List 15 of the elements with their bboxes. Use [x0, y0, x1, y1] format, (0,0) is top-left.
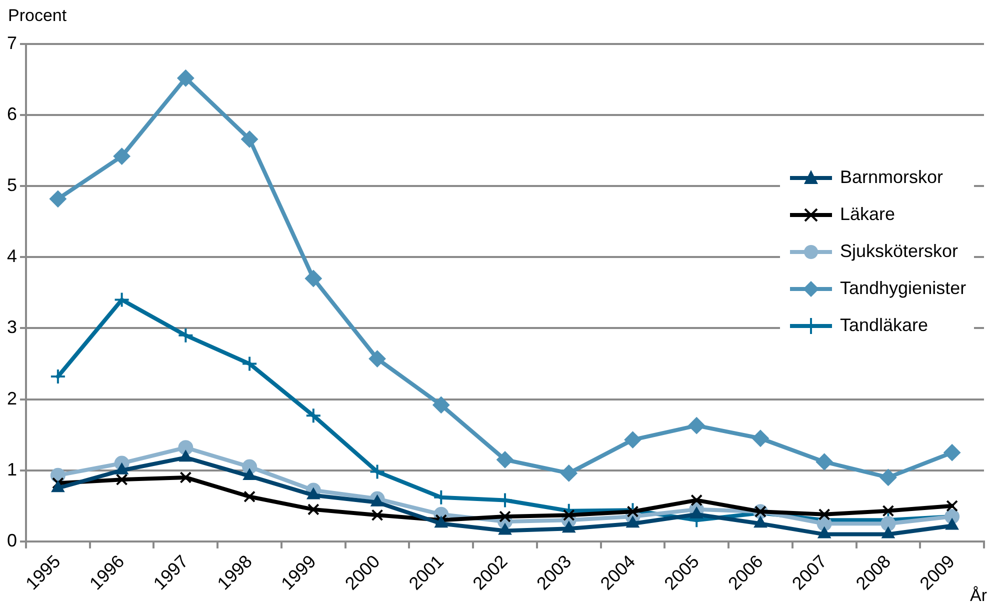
- x-axis-title: År: [970, 586, 987, 606]
- y-tick-label: 0: [6, 530, 18, 550]
- legend-label: Barnmorskor: [840, 167, 944, 188]
- legend-label: Tandläkare: [840, 315, 928, 336]
- y-axis-title: Procent: [8, 6, 67, 26]
- legend-label: Sjuksköterskor: [840, 241, 958, 262]
- y-tick-label: 3: [6, 317, 18, 338]
- y-tick-label: 7: [6, 32, 18, 53]
- y-tick-label: 2: [6, 388, 18, 408]
- y-tick-label: 4: [6, 246, 18, 266]
- y-tick-label: 6: [6, 104, 18, 124]
- y-tick-label: 5: [6, 175, 18, 196]
- legend-label: Läkare: [840, 204, 896, 226]
- y-tick-label: 1: [6, 459, 18, 480]
- legend-label: Tandhygienister: [840, 278, 966, 300]
